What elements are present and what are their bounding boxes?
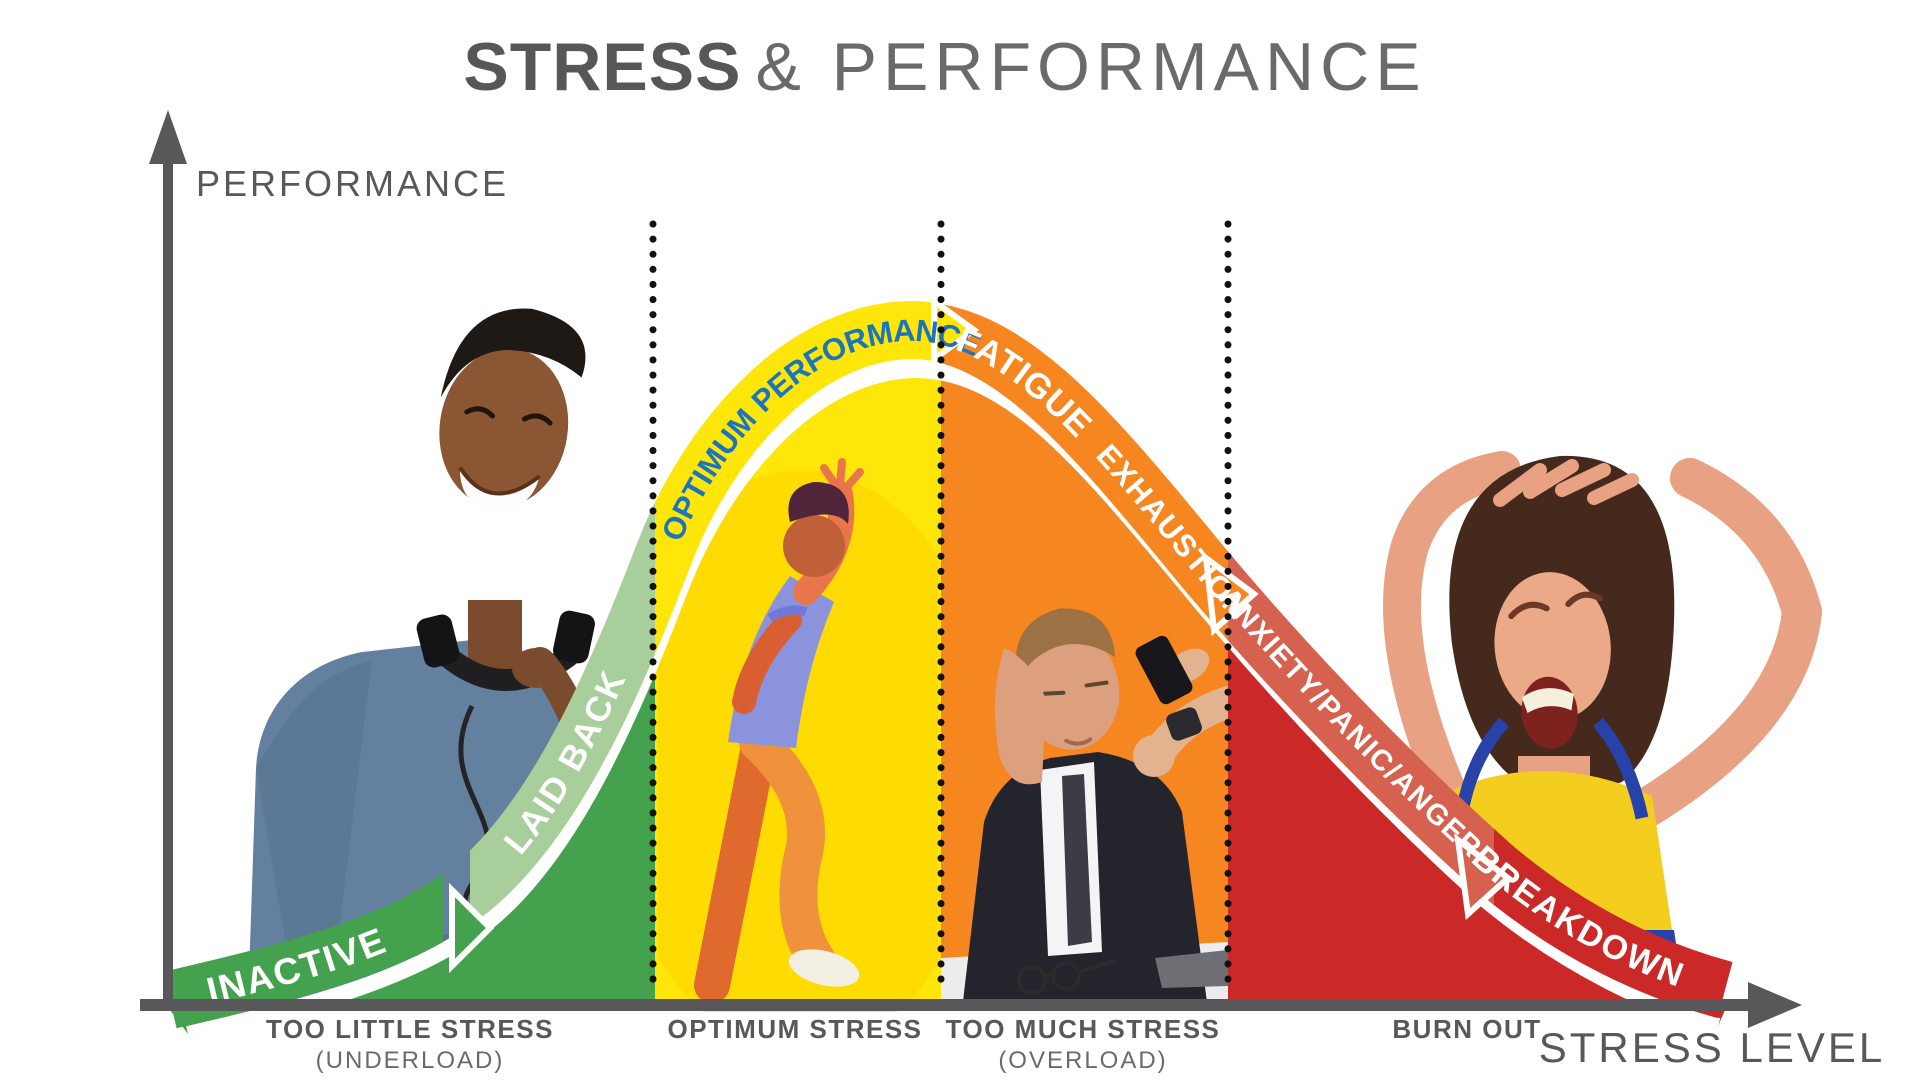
runner-hair bbox=[788, 482, 849, 524]
businessman-tired-eyes bbox=[1039, 680, 1109, 696]
woman-teeth bbox=[1521, 688, 1574, 713]
laptop-corner bbox=[1155, 950, 1228, 988]
zone-sublabel-overload: (OVERLOAD) bbox=[998, 1047, 1167, 1074]
man-neck bbox=[468, 600, 522, 670]
page-title: STRESS & PERFORMANCE bbox=[463, 29, 1426, 105]
photo-runner-woman bbox=[658, 458, 938, 1012]
man-head bbox=[439, 308, 586, 513]
zone-label-optimum-stress: OPTIMUM STRESS bbox=[667, 1014, 922, 1044]
green-chevron-icon bbox=[449, 882, 495, 974]
man-smile-outline bbox=[458, 466, 541, 496]
runner-arm-back bbox=[732, 608, 802, 714]
woman-arm-right bbox=[1620, 458, 1823, 832]
man-eye-right bbox=[521, 413, 553, 426]
businessman-hand-on-cheek bbox=[994, 648, 1046, 785]
watch-arm-fist bbox=[1133, 735, 1175, 777]
runner-shoe bbox=[788, 949, 860, 987]
businessman-hair bbox=[1015, 608, 1116, 682]
wrist-watch bbox=[1166, 707, 1202, 741]
man-hair bbox=[440, 308, 586, 398]
man-tshirt-sleeve bbox=[256, 660, 372, 1005]
runner-leotard-strap bbox=[767, 605, 808, 622]
woman-face bbox=[1494, 572, 1611, 749]
woman-tank-strap-right bbox=[1592, 717, 1649, 820]
x-axis-line bbox=[140, 999, 1752, 1011]
x-axis-label: STRESS LEVEL bbox=[1539, 1024, 1885, 1071]
woman-arm-left bbox=[1383, 451, 1521, 821]
photo-tired-businessman bbox=[941, 608, 1228, 1010]
man-eye-left bbox=[464, 406, 495, 419]
zone-label-burn-out: BURN OUT bbox=[1392, 1014, 1541, 1044]
zone-sublabel-underload: (UNDERLOAD) bbox=[316, 1047, 505, 1074]
man-headphone-cup-right bbox=[553, 610, 595, 664]
businessman-tie bbox=[1062, 774, 1092, 946]
runner-leg-back bbox=[694, 724, 778, 1003]
x-axis-arrow-icon bbox=[1748, 982, 1802, 1028]
woman-hands-on-head bbox=[1493, 459, 1639, 507]
woman-eye-left bbox=[1508, 601, 1550, 620]
orange-arrow-icon bbox=[1202, 551, 1259, 637]
y-axis-arrow-icon bbox=[149, 110, 187, 164]
runner-head bbox=[783, 515, 845, 577]
zone-label-too-little-stress: TOO LITTLE STRESS bbox=[266, 1014, 554, 1044]
glasses-on-desk bbox=[1017, 958, 1117, 995]
man-headphone-cup-left bbox=[416, 614, 460, 668]
runner-hand-fingers bbox=[820, 458, 864, 492]
woman-tank-strap-left bbox=[1455, 717, 1509, 814]
businessman-mouth bbox=[1064, 737, 1093, 746]
woman-eye-right bbox=[1565, 591, 1603, 608]
title-performance: & PERFORMANCE bbox=[755, 29, 1426, 105]
man-smile bbox=[460, 467, 540, 513]
title-stress: STRESS bbox=[463, 29, 741, 105]
runner-leg-front bbox=[739, 723, 837, 981]
zone-label-too-much-stress: TOO MUCH STRESS bbox=[946, 1014, 1221, 1044]
man-hand bbox=[512, 648, 560, 688]
y-axis-label: PERFORMANCE bbox=[196, 163, 509, 204]
salmon-arrow-icon bbox=[1454, 833, 1513, 921]
y-axis-line bbox=[163, 152, 173, 1010]
phone bbox=[1135, 635, 1193, 705]
